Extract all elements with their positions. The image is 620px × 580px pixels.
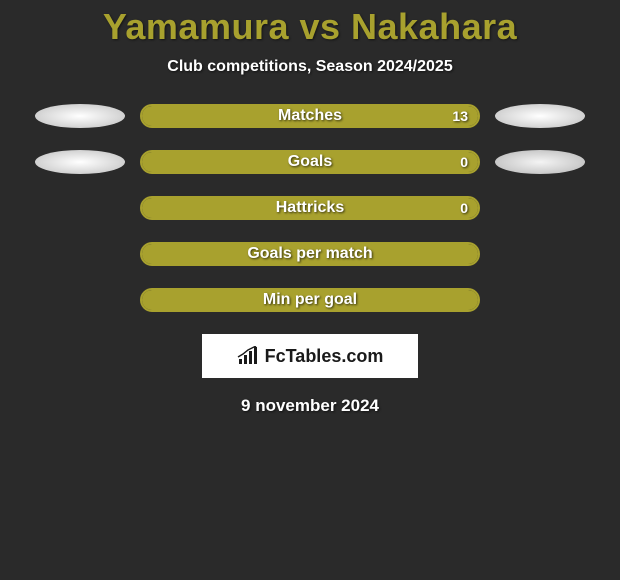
stat-row: Goals0 [0, 150, 620, 174]
player-badge-right [495, 104, 585, 128]
right-badge-slot [490, 242, 590, 266]
brand-logo-box[interactable]: FcTables.com [202, 334, 418, 378]
stats-area: Matches13Goals0Hattricks0Goals per match… [0, 104, 620, 312]
stat-label: Goals [142, 152, 478, 172]
brand-logo-text: FcTables.com [265, 346, 384, 367]
page-title: Yamamura vs Nakahara [0, 6, 620, 48]
left-badge-slot [30, 242, 130, 266]
right-badge-slot [490, 288, 590, 312]
subtitle: Club competitions, Season 2024/2025 [0, 58, 620, 76]
stat-label: Goals per match [142, 244, 478, 264]
stat-value-right: 0 [460, 152, 468, 172]
left-badge-slot [30, 104, 130, 128]
left-badge-slot [30, 196, 130, 220]
left-badge-slot [30, 150, 130, 174]
stat-row: Min per goal [0, 288, 620, 312]
bar-chart-icon [237, 346, 261, 366]
date-label: 9 november 2024 [0, 396, 620, 416]
stat-bar: Hattricks0 [140, 196, 480, 220]
right-badge-slot [490, 196, 590, 220]
stat-label: Matches [142, 106, 478, 126]
stat-bar: Goals0 [140, 150, 480, 174]
stat-row: Hattricks0 [0, 196, 620, 220]
stat-row: Matches13 [0, 104, 620, 128]
stat-bar: Goals per match [140, 242, 480, 266]
player-badge-left [35, 104, 125, 128]
stat-bar: Min per goal [140, 288, 480, 312]
right-badge-slot [490, 150, 590, 174]
stat-value-right: 13 [452, 106, 468, 126]
stat-label: Hattricks [142, 198, 478, 218]
stats-comparison-card: Yamamura vs Nakahara Club competitions, … [0, 0, 620, 416]
stat-label: Min per goal [142, 290, 478, 310]
stat-bar: Matches13 [140, 104, 480, 128]
right-badge-slot [490, 104, 590, 128]
stat-value-right: 0 [460, 198, 468, 218]
left-badge-slot [30, 288, 130, 312]
player-badge-left [35, 150, 125, 174]
brand-logo: FcTables.com [237, 346, 384, 367]
player-badge-right [495, 150, 585, 174]
stat-row: Goals per match [0, 242, 620, 266]
